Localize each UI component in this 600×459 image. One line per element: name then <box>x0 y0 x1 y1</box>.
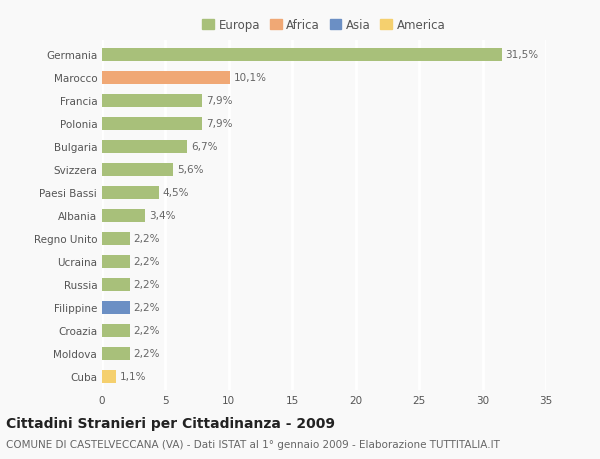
Legend: Europa, Africa, Asia, America: Europa, Africa, Asia, America <box>202 19 446 32</box>
Bar <box>102 347 130 360</box>
Text: 7,9%: 7,9% <box>206 96 233 106</box>
Text: 1,1%: 1,1% <box>120 371 146 381</box>
Text: 2,2%: 2,2% <box>134 348 160 358</box>
Text: 5,6%: 5,6% <box>177 165 203 175</box>
Bar <box>102 95 202 107</box>
Text: 4,5%: 4,5% <box>163 188 190 198</box>
Bar <box>102 255 130 268</box>
Text: 7,9%: 7,9% <box>206 119 233 129</box>
Bar <box>102 49 502 62</box>
Text: 2,2%: 2,2% <box>134 280 160 290</box>
Bar <box>102 118 202 130</box>
Bar <box>102 163 173 176</box>
Bar <box>102 186 159 199</box>
Text: 2,2%: 2,2% <box>134 325 160 336</box>
Bar <box>102 72 230 84</box>
Text: Cittadini Stranieri per Cittadinanza - 2009: Cittadini Stranieri per Cittadinanza - 2… <box>6 416 335 430</box>
Bar <box>102 278 130 291</box>
Text: 2,2%: 2,2% <box>134 302 160 313</box>
Text: 10,1%: 10,1% <box>234 73 267 83</box>
Text: 31,5%: 31,5% <box>505 50 539 60</box>
Bar <box>102 140 187 153</box>
Bar <box>102 209 145 222</box>
Text: 2,2%: 2,2% <box>134 257 160 267</box>
Bar <box>102 301 130 314</box>
Bar <box>102 232 130 245</box>
Bar <box>102 370 116 383</box>
Text: COMUNE DI CASTELVECCANA (VA) - Dati ISTAT al 1° gennaio 2009 - Elaborazione TUTT: COMUNE DI CASTELVECCANA (VA) - Dati ISTA… <box>6 440 500 449</box>
Text: 3,4%: 3,4% <box>149 211 175 221</box>
Text: 2,2%: 2,2% <box>134 234 160 244</box>
Text: 6,7%: 6,7% <box>191 142 217 152</box>
Bar <box>102 324 130 337</box>
